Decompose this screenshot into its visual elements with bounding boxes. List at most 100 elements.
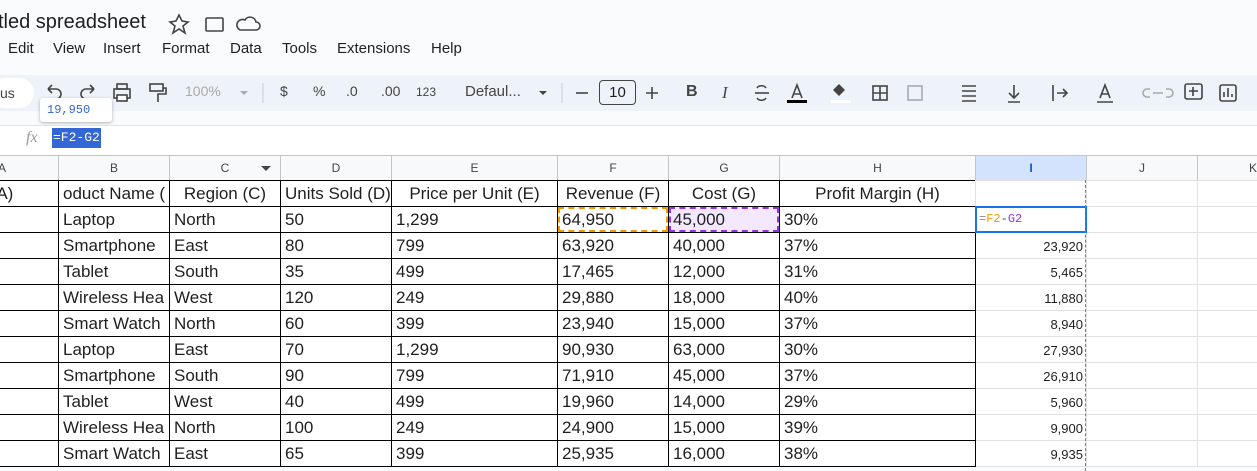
header-cell[interactable]: Revenue (F) (557, 180, 669, 207)
cell[interactable] (0, 362, 59, 389)
cell[interactable]: 25,935 (557, 440, 669, 467)
cell[interactable]: 63,920 (557, 232, 669, 259)
cell[interactable]: 90 (280, 362, 392, 389)
cell[interactable]: 24,900 (557, 414, 669, 441)
column-header[interactable]: J (1086, 155, 1198, 181)
cell[interactable]: 29% (779, 388, 976, 415)
cell[interactable]: 19,960 (557, 388, 669, 415)
cell[interactable]: 37% (779, 362, 976, 389)
cell[interactable]: 37% (779, 232, 976, 259)
cell[interactable]: 60 (280, 310, 392, 337)
cell[interactable]: 45,000 (668, 362, 780, 389)
cell[interactable]: East (169, 440, 281, 467)
menu-item[interactable]: Format (162, 40, 210, 57)
cell[interactable]: 249 (391, 414, 558, 441)
cell[interactable] (0, 388, 59, 415)
cell[interactable]: 35 (280, 258, 392, 285)
cell[interactable]: 40 (280, 388, 392, 415)
header-cell[interactable]: oduct Name ( (58, 180, 170, 207)
cell[interactable]: 15,000 (668, 310, 780, 337)
doc-title[interactable]: tled spreadsheet (0, 11, 146, 34)
empty-cell[interactable] (1197, 336, 1257, 363)
empty-cell[interactable] (1086, 232, 1198, 259)
empty-cell[interactable] (1197, 284, 1257, 311)
cell[interactable] (0, 336, 59, 363)
cell[interactable]: 120 (280, 284, 392, 311)
empty-cell[interactable] (1086, 284, 1198, 311)
computed-cell[interactable]: 26,910 (975, 365, 1087, 389)
column-header[interactable]: G (668, 155, 780, 181)
cell[interactable]: Smart Watch (58, 310, 170, 337)
empty-cell[interactable] (1197, 414, 1257, 441)
cell[interactable]: 799 (391, 362, 558, 389)
menu-search[interactable]: us (0, 78, 34, 108)
cell[interactable]: 14,000 (668, 388, 780, 415)
cell[interactable]: North (169, 206, 281, 233)
column-header[interactable]: B (58, 155, 170, 181)
cell[interactable]: 17,465 (557, 258, 669, 285)
cell[interactable]: 50 (280, 206, 392, 233)
menu-item[interactable]: Help (431, 40, 462, 57)
empty-cell[interactable] (1086, 336, 1198, 363)
cell[interactable]: Wireless Hea (58, 414, 170, 441)
cell[interactable]: Tablet (58, 388, 170, 415)
computed-cell[interactable]: 9,935 (975, 443, 1087, 467)
column-header[interactable]: E (391, 155, 558, 181)
cell[interactable]: 1,299 (391, 206, 558, 233)
empty-cell[interactable] (1086, 388, 1198, 415)
cell[interactable]: 249 (391, 284, 558, 311)
menu-item[interactable]: View (53, 40, 85, 57)
cell[interactable]: 39% (779, 414, 976, 441)
empty-cell[interactable] (1086, 206, 1198, 233)
cell[interactable]: 40% (779, 284, 976, 311)
empty-cell[interactable] (1197, 362, 1257, 389)
cell[interactable]: 80 (280, 232, 392, 259)
empty-cell[interactable] (1197, 440, 1257, 467)
cell[interactable]: North (169, 310, 281, 337)
cell[interactable]: 12,000 (668, 258, 780, 285)
cell[interactable]: 18,000 (668, 284, 780, 311)
header-cell[interactable]: Price per Unit (E) (391, 180, 558, 207)
cell[interactable]: Tablet (58, 258, 170, 285)
computed-cell[interactable]: 11,880 (975, 287, 1087, 311)
cell[interactable]: 64,950 (557, 206, 669, 233)
cell[interactable]: South (169, 362, 281, 389)
cell[interactable] (0, 310, 59, 337)
cell[interactable]: 30% (779, 336, 976, 363)
empty-cell[interactable] (975, 180, 1087, 207)
computed-cell[interactable]: 5,960 (975, 391, 1087, 415)
cell[interactable]: East (169, 336, 281, 363)
empty-cell[interactable] (1197, 180, 1257, 207)
column-header[interactable]: I (975, 155, 1087, 181)
cell[interactable]: 1,299 (391, 336, 558, 363)
header-cell[interactable]: Cost (G) (668, 180, 780, 207)
empty-cell[interactable] (1197, 310, 1257, 337)
cell[interactable]: 399 (391, 310, 558, 337)
empty-cell[interactable] (1086, 414, 1198, 441)
computed-cell[interactable]: 9,900 (975, 417, 1087, 441)
cell[interactable]: Wireless Hea (58, 284, 170, 311)
cell[interactable]: South (169, 258, 281, 285)
cell[interactable]: 70 (280, 336, 392, 363)
filter-arrow[interactable] (261, 166, 271, 176)
empty-cell[interactable] (1086, 180, 1198, 207)
cell[interactable]: 799 (391, 232, 558, 259)
empty-cell[interactable] (1086, 258, 1198, 285)
empty-cell[interactable] (1197, 388, 1257, 415)
column-header[interactable]: A (0, 155, 59, 181)
menu-item[interactable]: Insert (103, 40, 141, 57)
cell[interactable]: 499 (391, 258, 558, 285)
cell[interactable]: Laptop (58, 336, 170, 363)
cell[interactable]: 31% (779, 258, 976, 285)
formula-input[interactable]: =F2-G2 (52, 128, 101, 148)
cell[interactable]: 23,940 (557, 310, 669, 337)
cell[interactable] (0, 206, 59, 233)
menu-item[interactable]: Data (230, 40, 262, 57)
cell[interactable]: 37% (779, 310, 976, 337)
cell[interactable] (0, 414, 59, 441)
cell[interactable]: 30% (779, 206, 976, 233)
cell[interactable]: Smartphone (58, 232, 170, 259)
cell[interactable]: 29,880 (557, 284, 669, 311)
computed-cell[interactable]: 5,465 (975, 261, 1087, 285)
column-header[interactable]: D (280, 155, 392, 181)
